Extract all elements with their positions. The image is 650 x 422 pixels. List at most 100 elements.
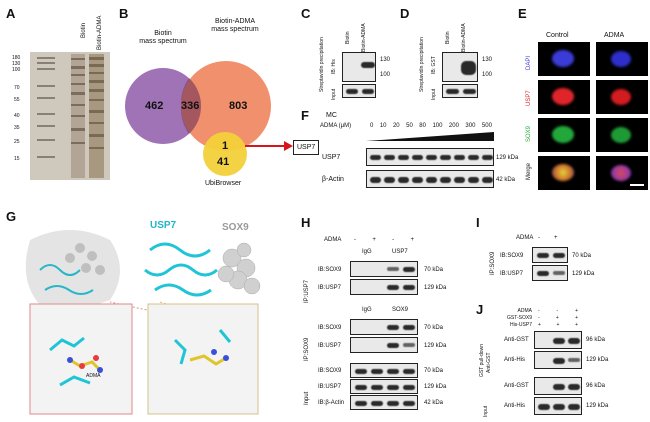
dose-row: 0 10 20 50 80 100 200 300 500 — [370, 123, 492, 129]
blot-gst — [442, 52, 478, 82]
kda-label: 70 kDa — [424, 267, 444, 273]
sign: + — [575, 322, 578, 328]
row-label-sox9: SOX9 — [526, 125, 532, 142]
venn-label-biotin: Biotin mass spectrum — [139, 30, 187, 45]
blot-usp7 — [366, 148, 494, 166]
sign: + — [538, 322, 541, 328]
side-label: IP:USP7 — [304, 279, 310, 303]
panel-label-f: F — [301, 108, 309, 123]
group-header: IgG — [362, 249, 372, 255]
blot — [350, 379, 418, 394]
gel-lane-label: Biotin-ADMA — [97, 15, 103, 50]
lane-label: Biotin — [445, 31, 451, 44]
sign-row: + + + — [538, 323, 578, 328]
venn-count-triple: 1 — [222, 140, 229, 152]
venn-overlap — [180, 78, 202, 134]
ab-label: Anti-His — [504, 357, 526, 363]
marker-label: 130 — [12, 61, 21, 67]
sign: + — [410, 237, 414, 243]
sign: + — [555, 315, 559, 321]
blot — [534, 377, 582, 395]
panel-g: USP7 SOX9 ADMA — [0, 210, 298, 422]
panel-d: Biotin Biotin-ADMA Streptavidin precipit… — [400, 0, 515, 108]
ib-label: IB:SOX9 — [318, 368, 342, 374]
venn-count-ubi-only: 41 — [217, 156, 230, 168]
dose-value: 200 — [448, 123, 459, 129]
blot-input — [442, 84, 478, 98]
side-label: Streptavidin precipitation — [419, 37, 425, 92]
sign-row: - + - + — [354, 237, 414, 243]
col-label-control: Control — [546, 32, 569, 39]
sign: - — [354, 237, 356, 243]
if-image-usp7-adma — [596, 80, 648, 114]
ib-label: IB:β-Actin — [318, 400, 345, 406]
blot — [534, 331, 582, 349]
sign: - — [556, 308, 559, 314]
panel-label-c: C — [301, 6, 311, 21]
venn-label-adma: Biotin-ADMA mass spectrum — [211, 18, 259, 33]
col-label-adma: ADMA — [604, 32, 625, 39]
panel-label-j: J — [476, 302, 484, 317]
ib-label: IB:SOX9 — [500, 253, 524, 259]
dose-value: 80 — [419, 123, 426, 129]
scale-bar — [630, 184, 644, 186]
marker-label: 70 — [14, 85, 20, 91]
kda-label: 42 kDa — [424, 400, 444, 406]
blot-actin — [366, 170, 494, 188]
lane-label: Biotin-ADMA — [461, 23, 467, 52]
blot — [534, 397, 582, 415]
sign-row: - - + — [538, 309, 578, 314]
kda-label: 42 kDa — [496, 177, 516, 183]
kda-marker: 130 — [380, 57, 391, 63]
blot — [532, 247, 568, 263]
if-image-dapi-adma — [596, 42, 648, 76]
panel-label-h: H — [301, 215, 311, 230]
ib-label: IB:SOX9 — [318, 267, 342, 273]
dose-value: 0 — [370, 123, 374, 129]
blot-label-usp7: USP7 — [322, 154, 341, 161]
input-label: Input — [331, 88, 337, 100]
panel-label-i: I — [476, 215, 480, 230]
blot-input — [342, 84, 376, 98]
kda-label: 96 kDa — [586, 337, 606, 343]
venn-circle-biotin — [125, 68, 201, 144]
dose-gradient-wedge — [366, 132, 494, 141]
marker-label: 100 — [12, 67, 21, 73]
dose-value: 10 — [379, 123, 387, 129]
adma-label: ADMA — [516, 235, 534, 241]
lane-label: Biotin — [345, 31, 351, 44]
sign: + — [575, 315, 578, 321]
kda-label: 129 kDa — [572, 271, 595, 277]
label-adma: ADMA — [86, 373, 101, 379]
kda-label: 70 kDa — [424, 368, 444, 374]
sign: - — [538, 235, 540, 241]
ib-label: IB:USP7 — [318, 285, 342, 291]
panel-e: Control ADMA DAPI USP7 SOX9 Merge — [518, 0, 650, 200]
ib-label: IB:USP7 — [318, 343, 342, 349]
panel-a: Biotin Biotin-ADMA — [0, 0, 115, 190]
blot-his — [342, 52, 376, 82]
sign-row: - + + — [538, 316, 578, 321]
venn-circle-ubibrowser — [203, 132, 247, 176]
side-label: IP:SOX9 — [490, 251, 496, 275]
adma-dose-label: ADMA (μM) — [320, 123, 352, 129]
row-label-merge: Merge — [526, 162, 532, 180]
venn-count-overlap: 336 — [181, 100, 200, 112]
panel-f: MC ADMA (μM) 0 10 20 50 80 100 200 300 5… — [300, 112, 518, 202]
group-header: USP7 — [392, 249, 408, 255]
panel-b-venn: Biotin mass spectrum Biotin-ADMA mass sp… — [119, 0, 299, 195]
kda-label: 129 kDa — [496, 155, 519, 161]
ib-label: IB:USP7 — [318, 384, 342, 390]
kda-label: 129 kDa — [424, 285, 447, 291]
kda-label: 129 kDa — [586, 403, 609, 409]
if-image-sox9-adma — [596, 118, 648, 152]
target-box-usp7: USP7 — [293, 140, 320, 155]
kda-label: 129 kDa — [586, 357, 609, 363]
sign: + — [554, 235, 558, 241]
ab-label: Anti-GST — [504, 383, 529, 389]
venn-count-adma-only: 803 — [229, 100, 248, 112]
marker-label: 25 — [14, 139, 20, 145]
kda-marker: 100 — [482, 72, 493, 78]
sign: + — [372, 237, 376, 243]
panel-c: Biotin Biotin-ADMA Streptavidin precipit… — [300, 0, 400, 108]
